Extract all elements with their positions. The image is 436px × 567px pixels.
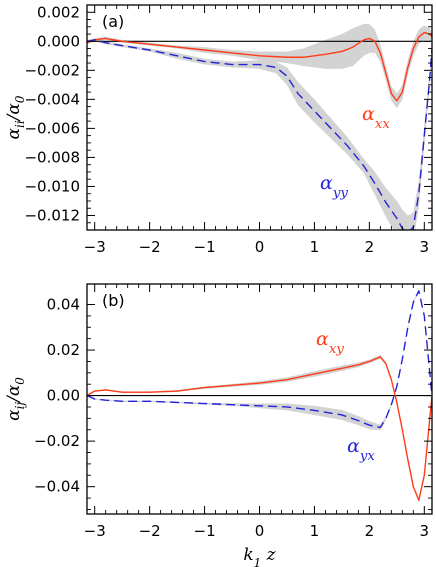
label-part: yy bbox=[332, 186, 349, 201]
label-part: α bbox=[362, 103, 375, 125]
label-part: α bbox=[320, 172, 333, 194]
x-tick-label: −1 bbox=[194, 238, 216, 256]
label-part: 1 bbox=[254, 556, 262, 567]
y-tick-label: −0.006 bbox=[24, 119, 80, 137]
label-part: /α bbox=[4, 103, 24, 123]
uncertainty-band-1 bbox=[87, 38, 432, 230]
y-tick-label: 0.000 bbox=[37, 32, 80, 50]
y-tick-label: 0.02 bbox=[47, 341, 80, 359]
panel-label: (a) bbox=[102, 12, 124, 31]
panel-b: −3 −2 −1 0 1 2 30.040.020.00−0.02−0.04(b)αxyαy… bbox=[4, 283, 433, 567]
x-tick-label: −1 bbox=[194, 522, 216, 540]
label-part: 0 bbox=[13, 95, 27, 103]
series-label-0: αxx bbox=[362, 103, 390, 132]
x-tick-label: −2 bbox=[139, 522, 161, 540]
label-part: yx bbox=[359, 449, 376, 464]
label-part: α bbox=[4, 127, 24, 139]
x-tick-label: 2 bbox=[365, 238, 375, 256]
y-tick-label: 0.00 bbox=[47, 387, 80, 405]
series-line-0 bbox=[87, 31, 432, 102]
label-part: xy bbox=[329, 342, 344, 357]
x-tick-label: −3 bbox=[84, 238, 106, 256]
x-tick-label: 0 bbox=[255, 238, 265, 256]
label-part: xx bbox=[375, 117, 390, 132]
x-tick-label: 1 bbox=[310, 522, 320, 540]
x-tick-label: 2 bbox=[365, 522, 375, 540]
series-label-1: αyx bbox=[347, 435, 375, 464]
label-part: /α bbox=[4, 384, 24, 404]
plot-area bbox=[87, 289, 432, 502]
y-tick-label: −0.004 bbox=[24, 90, 80, 108]
y-tick-label: −0.008 bbox=[24, 148, 80, 166]
y-tick-label: 0.04 bbox=[47, 295, 80, 313]
x-tick-label: −3 bbox=[84, 522, 106, 540]
y-tick-label: −0.012 bbox=[24, 206, 80, 224]
y-tick-label: −0.002 bbox=[24, 61, 80, 79]
series-line-1 bbox=[87, 39, 432, 230]
label-part: α bbox=[347, 435, 360, 457]
label-part: z bbox=[261, 545, 276, 565]
label-part: 0 bbox=[13, 377, 27, 385]
y-tick-label: −0.04 bbox=[34, 478, 80, 496]
y-axis-title: αii/α0 bbox=[4, 95, 28, 139]
label-part: α bbox=[316, 328, 329, 350]
y-tick-label: −0.02 bbox=[34, 432, 80, 450]
label-part: α bbox=[4, 409, 24, 421]
plot-frame bbox=[86, 283, 433, 515]
series-label-1: αyy bbox=[320, 172, 348, 201]
x-tick-label: 3 bbox=[420, 238, 430, 256]
series-label-0: αxy bbox=[316, 328, 344, 357]
y-tick-label: 0.002 bbox=[37, 3, 80, 21]
x-tick-label: 1 bbox=[310, 238, 320, 256]
label-part: ii bbox=[13, 120, 27, 128]
label-part: k bbox=[243, 545, 253, 565]
panel-label: (b) bbox=[102, 291, 125, 310]
panel-a: −3 −2 −1 0 1 2 3 0.002 0.000 −0.002 −0.004 −0.006 −0… bbox=[4, 3, 433, 256]
label-part: ij bbox=[13, 402, 27, 410]
y-axis-title: αij/α0 bbox=[4, 377, 28, 421]
plot-area bbox=[87, 23, 432, 230]
x-axis-title: k1 z bbox=[243, 545, 276, 567]
y-tick-label: −0.010 bbox=[24, 177, 80, 195]
uncertainty-band-1 bbox=[87, 289, 432, 431]
series-line-0 bbox=[87, 356, 432, 502]
uncertainty-band-0 bbox=[87, 23, 432, 109]
x-tick-label: −2 bbox=[139, 238, 161, 256]
series-line-1 bbox=[87, 290, 432, 429]
x-tick-label: 3 bbox=[420, 522, 430, 540]
x-tick-label: 0 bbox=[255, 522, 265, 540]
